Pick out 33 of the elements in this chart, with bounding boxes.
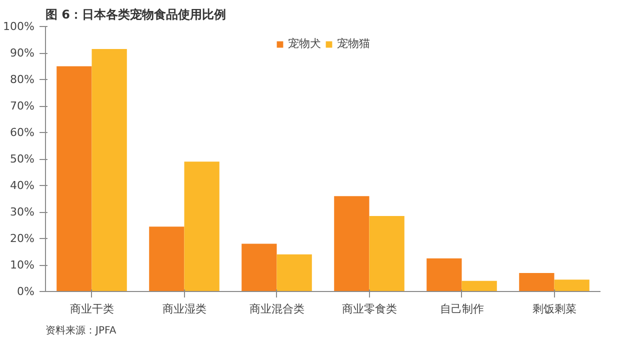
y-tick-label: 60% <box>10 126 35 139</box>
chart-title: 图 6：日本各类宠物食品使用比例 <box>46 8 226 22</box>
bar <box>519 272 554 292</box>
bar <box>149 226 184 292</box>
bar <box>426 258 462 292</box>
legend-label: 宠物猫 <box>337 36 370 51</box>
y-tick-label: 100% <box>3 20 35 33</box>
bar <box>369 216 404 292</box>
x-tick-label: 自己制作 <box>440 302 484 316</box>
legend-label: 宠物犬 <box>288 36 321 51</box>
y-tick-label: 70% <box>10 100 35 112</box>
x-tick-label: 商业零食类 <box>342 302 397 316</box>
y-tick-label: 90% <box>10 46 35 60</box>
bar <box>334 196 370 292</box>
y-tick-label: 80% <box>10 73 35 86</box>
y-tick-label: 30% <box>10 206 35 218</box>
bar <box>554 280 590 292</box>
bar <box>242 244 277 292</box>
bar <box>56 66 92 292</box>
x-tick-label: 商业干类 <box>70 302 114 316</box>
x-tick-label: 商业湿类 <box>162 302 206 316</box>
y-tick-label: 40% <box>10 179 35 192</box>
y-tick-label: 0% <box>17 285 34 298</box>
y-tick-label: 10% <box>10 258 35 272</box>
x-tick-label: 商业混合类 <box>249 302 304 316</box>
x-tick-label: 剩饭剩菜 <box>532 302 576 316</box>
text: 资料来源：JPFA <box>46 324 116 336</box>
y-tick-label: 50% <box>10 152 35 166</box>
y-tick-label: 20% <box>10 232 35 245</box>
bar <box>92 49 127 292</box>
bar <box>276 254 312 292</box>
bar <box>462 280 497 292</box>
bar <box>184 162 220 292</box>
